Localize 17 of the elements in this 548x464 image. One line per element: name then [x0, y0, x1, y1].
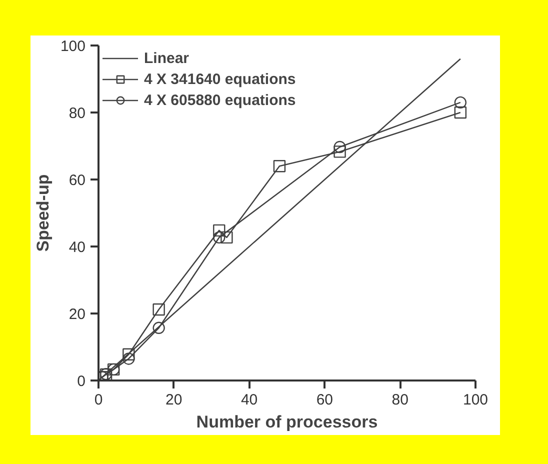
y-tick-label: 80 [68, 105, 86, 122]
x-axis-title: Number of processors [196, 412, 378, 432]
x-tick-label: 60 [316, 392, 334, 408]
y-tick-label: 60 [68, 172, 86, 189]
x-tick-label: 80 [392, 392, 408, 408]
legend-label: Linear [144, 49, 190, 67]
x-tick-label: 20 [166, 392, 182, 408]
legend-label: 4 X 605880 equations [144, 91, 296, 109]
legend-label: 4 X 341640 equations [144, 70, 296, 88]
x-tick-label: 40 [240, 392, 258, 408]
x-tick-label: 0 [94, 392, 103, 408]
y-tick-label: 40 [68, 239, 86, 256]
y-tick-label: 0 [77, 373, 86, 390]
y-axis-title: Speed-up [33, 174, 52, 252]
y-tick-label: 100 [60, 38, 86, 55]
x-tick-label: 100 [462, 392, 488, 408]
y-tick-label: 20 [68, 306, 86, 323]
